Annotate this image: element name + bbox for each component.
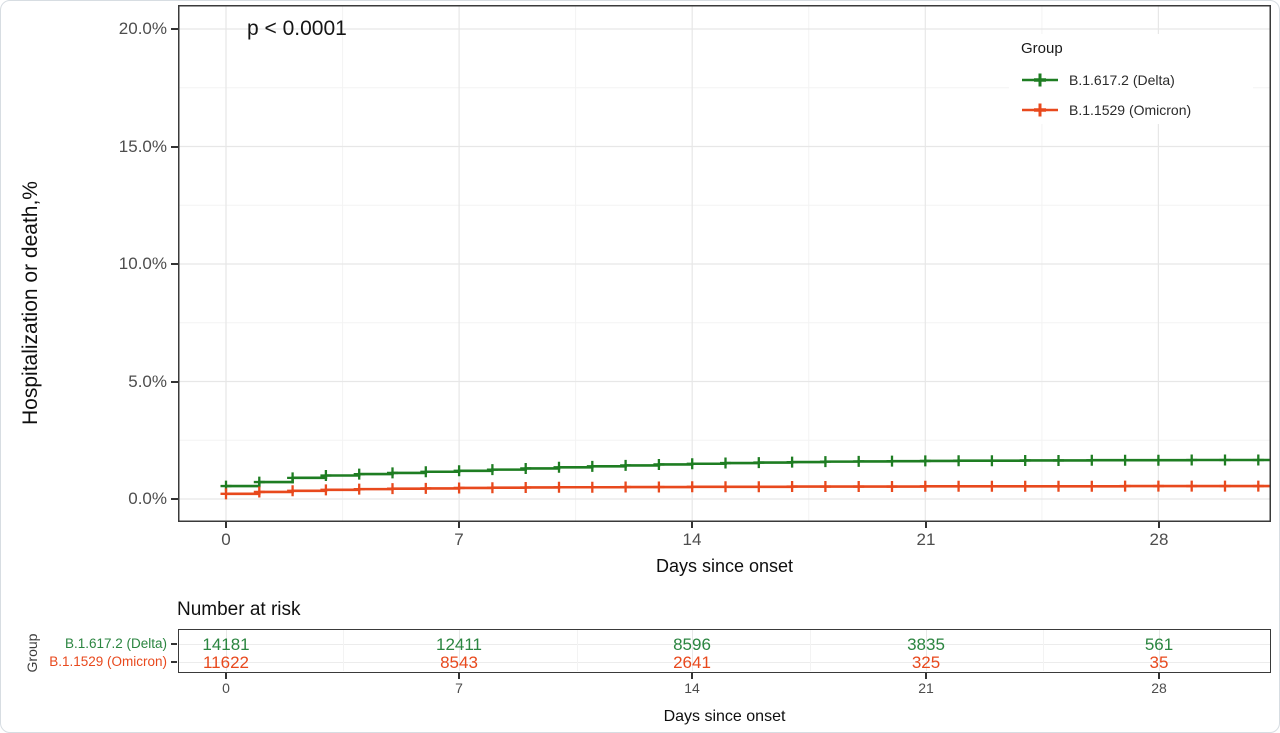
risk-x-tick-label: 14	[684, 680, 700, 696]
x-axis-tick	[691, 522, 693, 528]
risk-gridline	[179, 661, 1270, 663]
survival-plot-svg	[178, 5, 1271, 522]
legend-key-line-plus-icon	[1022, 103, 1058, 117]
legend-item-omicron: B.1.1529 (Omicron)	[1021, 95, 1253, 125]
legend-label: B.1.617.2 (Delta)	[1069, 72, 1175, 88]
x-tick-label: 7	[454, 530, 464, 549]
risk-gridline	[926, 630, 927, 671]
risk-gridline	[179, 643, 1270, 645]
risk-x-tick-label: 7	[455, 680, 463, 696]
risk-x-axis-tick	[458, 673, 460, 679]
legend-label: B.1.1529 (Omicron)	[1069, 102, 1192, 118]
y-axis-title: Hospitalization or death,%	[19, 181, 42, 425]
risk-gridline	[343, 630, 344, 671]
x-axis-tick	[458, 522, 460, 528]
risk-count: 35	[1149, 653, 1169, 672]
x-tick-label: 21	[916, 530, 936, 549]
risk-count: 11622	[202, 653, 249, 672]
risk-row-tick	[171, 643, 177, 645]
p-value-annotation: p < 0.0001	[247, 17, 347, 40]
y-axis-tick	[171, 498, 178, 500]
risk-x-axis-tick	[691, 673, 693, 679]
risk-gridline	[810, 630, 811, 671]
risk-x-axis-tick	[225, 673, 227, 679]
legend-key-line-plus-icon	[1022, 73, 1058, 87]
y-axis-tick	[171, 146, 178, 148]
risk-count: 2641	[673, 653, 711, 672]
y-tick-label: 10.0%	[118, 254, 167, 273]
risk-gridline	[226, 630, 227, 671]
risk-gridline	[1043, 630, 1044, 671]
risk-x-tick-label: 21	[918, 680, 934, 696]
x-axis-tick	[925, 522, 927, 528]
risk-x-axis-title: Days since onset	[663, 708, 786, 725]
risk-count: 325	[911, 653, 941, 672]
risk-gridline	[459, 630, 460, 671]
x-tick-label: 0	[221, 530, 231, 549]
risk-count: 561	[1144, 635, 1174, 654]
legend: Group B.1.617.2 (Delta) B.1.1529 (Omicro…	[1009, 34, 1253, 124]
y-axis-tick	[171, 263, 178, 265]
risk-x-axis-tick	[1158, 673, 1160, 679]
risk-count: 3835	[907, 635, 945, 654]
x-tick-label: 28	[1149, 530, 1169, 549]
y-tick-label: 20.0%	[118, 19, 167, 38]
risk-x-axis-tick	[925, 673, 927, 679]
risk-count: 8596	[673, 635, 711, 654]
y-axis-tick	[171, 28, 178, 30]
risk-table-panel	[178, 629, 1271, 673]
y-axis-tick	[171, 381, 178, 383]
y-tick-label: 0.0%	[128, 489, 167, 508]
risk-row-label-omicron: B.1.1529 (Omicron)	[49, 654, 167, 669]
risk-count: 14181	[202, 635, 250, 654]
risk-gridline	[1159, 630, 1160, 671]
x-axis-tick	[225, 522, 227, 528]
x-tick-label: 14	[682, 530, 702, 549]
legend-item-delta: B.1.617.2 (Delta)	[1021, 65, 1253, 95]
risk-row-label-delta: B.1.617.2 (Delta)	[64, 636, 167, 651]
risk-row-tick	[171, 661, 177, 663]
risk-gridline	[692, 630, 693, 671]
y-tick-label: 5.0%	[128, 372, 167, 391]
risk-table-title: Number at risk	[177, 599, 301, 620]
legend-title: Group	[1021, 40, 1063, 57]
y-tick-label: 15.0%	[118, 137, 167, 156]
risk-gridline	[577, 630, 578, 671]
x-axis-title: Days since onset	[655, 556, 794, 576]
risk-count: 8543	[440, 653, 478, 672]
risk-count: 12411	[435, 635, 482, 654]
risk-x-tick-label: 28	[1151, 680, 1167, 696]
x-axis-tick	[1158, 522, 1160, 528]
risk-x-tick-label: 0	[222, 680, 230, 696]
